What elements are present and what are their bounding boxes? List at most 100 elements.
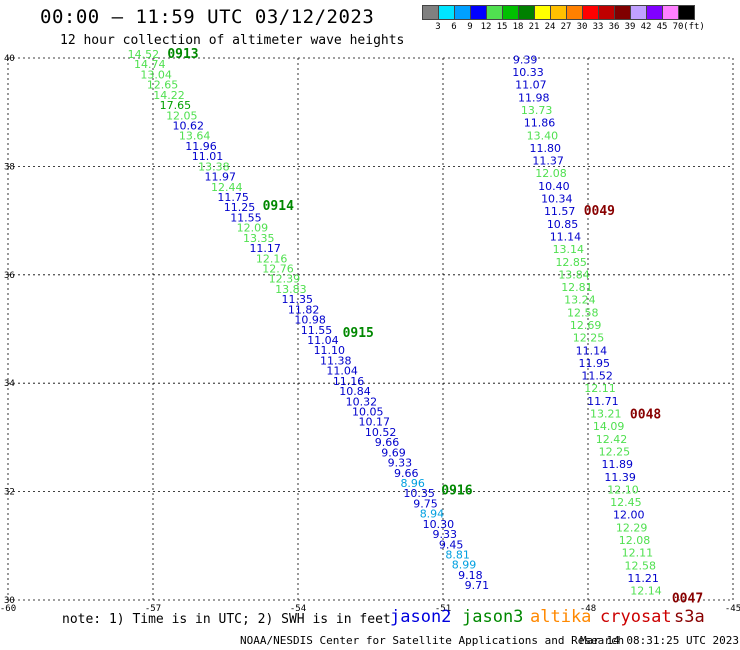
- wave-height-value: 11.97: [205, 171, 237, 184]
- y-tick-label: 30: [4, 596, 15, 606]
- color-scale-label: 33: [592, 22, 604, 32]
- color-scale-label: 3: [435, 22, 441, 32]
- wave-height-value: 11.96: [185, 140, 217, 153]
- color-scale-label: (ft): [683, 22, 705, 32]
- wave-height-value: 11.55: [301, 324, 333, 337]
- wave-height-value: 11.35: [282, 293, 314, 306]
- legend-s3a: s3a: [674, 607, 705, 627]
- wave-height-value: 12.81: [561, 281, 593, 294]
- wave-height-value: 11.10: [314, 344, 346, 357]
- wave-height-value: 8.94: [420, 508, 445, 521]
- wave-height-value: 13.21: [590, 408, 622, 421]
- x-tick-label: -54: [290, 604, 306, 614]
- wave-height-value: 12.08: [535, 167, 567, 180]
- wave-height-value: 13.35: [243, 232, 275, 245]
- wave-height-value: 9.33: [433, 528, 458, 541]
- wave-height-value: 12.11: [584, 382, 616, 395]
- wave-height-value: 17.65: [160, 99, 192, 112]
- y-tick-label: 40: [4, 54, 15, 64]
- wave-height-value: 12.09: [237, 222, 269, 235]
- color-scale-label: 39: [624, 22, 636, 32]
- wave-height-value: 11.82: [288, 303, 320, 316]
- legend-altika: altika: [530, 607, 592, 627]
- wave-height-value: 12.58: [567, 306, 599, 319]
- wave-height-value: 9.69: [381, 446, 406, 459]
- wave-height-value: 8.81: [445, 549, 470, 562]
- wave-height-value: 9.66: [394, 467, 419, 480]
- y-tick-label: 38: [4, 162, 15, 172]
- wave-height-value: 12.25: [599, 445, 631, 458]
- wave-height-value: 11.86: [524, 117, 556, 130]
- wave-height-value: 11.04: [307, 334, 339, 347]
- wave-height-value: 11.55: [230, 211, 262, 224]
- legend-jason3: jason3: [462, 607, 524, 627]
- wave-height-value: 9.45: [439, 538, 464, 551]
- wave-height-value: 11.39: [604, 471, 636, 484]
- wave-height-value: 10.33: [512, 66, 544, 79]
- note-text: note: 1) Time is in UTC; 2) SWH is in fe…: [62, 612, 391, 627]
- pass-time-label: 0916: [441, 483, 472, 498]
- x-tick-label: -45: [725, 604, 740, 614]
- wave-height-value: 9.75: [413, 497, 438, 510]
- legend-cryosat: cryosat: [600, 607, 672, 627]
- wave-height-value: 11.80: [530, 142, 562, 155]
- wave-height-value: 12.45: [610, 496, 642, 509]
- y-tick-label: 34: [4, 379, 15, 389]
- color-scale: 3 6 9 12 15 18 21 24 27 30 33 36 39 42 45 70 (ft): [422, 5, 740, 32]
- wave-height-value: 11.38: [320, 354, 352, 367]
- y-tick-label: 32: [4, 488, 15, 498]
- wave-height-value: 12.10: [607, 483, 639, 496]
- color-scale-label: 18: [512, 22, 524, 32]
- wave-height-value: 9.71: [465, 579, 490, 592]
- wave-height-value: 9.18: [458, 569, 483, 582]
- legend-jason2: jason2: [390, 607, 452, 627]
- wave-height-value: 12.69: [570, 319, 602, 332]
- wave-height-value: 12.39: [269, 273, 301, 286]
- wave-height-value: 12.29: [616, 521, 648, 534]
- wave-height-value: 12.05: [166, 109, 198, 122]
- wave-height-value: 8.99: [452, 559, 477, 572]
- wave-height-value: 10.34: [541, 193, 573, 206]
- footer-timestamp: Mar 14 08:31:25 UTC 2023: [580, 634, 739, 647]
- color-scale-label: 70: [672, 22, 684, 32]
- wave-height-value: 8.96: [400, 477, 425, 490]
- wave-height-value: 12.16: [256, 252, 288, 265]
- wave-height-value: 11.57: [544, 205, 576, 218]
- wave-height-value: 13.24: [564, 294, 596, 307]
- wave-height-value: 10.85: [547, 218, 579, 231]
- wave-height-value: 11.16: [333, 375, 365, 388]
- color-scale-labels: 3 6 9 12 15 18 21 24 27 30 33 36 39 42 45 70 (ft): [422, 20, 740, 32]
- color-scale-label: 30: [576, 22, 588, 32]
- wave-height-value: 12.14: [630, 585, 662, 598]
- wave-height-value: 9.33: [388, 457, 413, 470]
- wave-height-value: 11.21: [627, 572, 659, 585]
- wave-height-value: 11.98: [518, 91, 550, 104]
- wave-height-value: 11.95: [578, 357, 610, 370]
- color-scale-label: 21: [528, 22, 540, 32]
- wave-height-value: 10.30: [423, 518, 455, 531]
- wave-height-value: 13.40: [527, 129, 559, 142]
- wave-height-value: 14.74: [134, 58, 166, 71]
- wave-height-value: 12.00: [613, 509, 645, 522]
- wave-height-value: 10.40: [538, 180, 570, 193]
- wave-height-value: 13.84: [558, 268, 590, 281]
- wave-height-value: 12.44: [211, 181, 243, 194]
- y-tick-label: 36: [4, 271, 15, 281]
- wave-height-value: 13.83: [275, 283, 307, 296]
- wave-height-value: 13.14: [553, 243, 585, 256]
- color-scale-swatches: [422, 5, 740, 20]
- color-scale-label: 27: [560, 22, 572, 32]
- footer-credit: NOAA/NESDIS Center for Satellite Applica…: [240, 634, 625, 647]
- color-scale-label: 12: [480, 22, 492, 32]
- x-tick-label: -48: [580, 604, 596, 614]
- wave-height-value: 13.64: [179, 130, 211, 143]
- wave-height-value: 12.08: [619, 534, 651, 547]
- wave-height-value: 13.38: [198, 160, 230, 173]
- wave-height-value: 10.62: [172, 120, 204, 133]
- wave-height-value: 9.39: [513, 53, 538, 66]
- color-scale-label: 45: [656, 22, 668, 32]
- wave-height-value: 14.22: [153, 89, 185, 102]
- wave-height-value: 12.42: [596, 433, 628, 446]
- wave-height-value: 12.65: [147, 79, 179, 92]
- wave-height-value: 11.89: [601, 458, 633, 471]
